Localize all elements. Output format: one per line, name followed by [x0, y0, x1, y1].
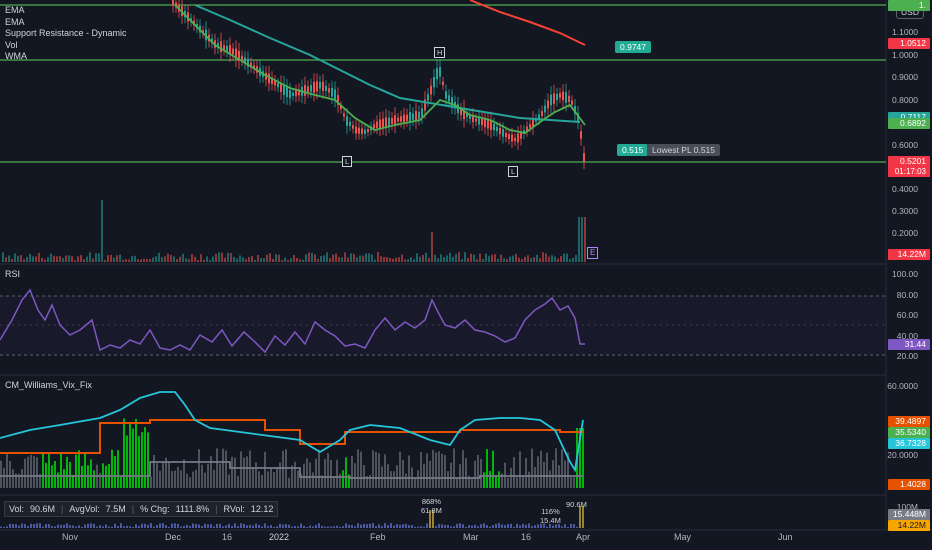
- last-price-tag: 0.5201: [888, 156, 930, 167]
- price-tag-ema-red: 1.0512: [888, 38, 930, 49]
- price-tick: 0.4000: [892, 184, 918, 194]
- price-tick: 0.8000: [892, 95, 918, 105]
- vol-value: 90.6M: [30, 504, 56, 514]
- volume-tag-last: 14.22M: [888, 520, 930, 531]
- vix-gray-line: [0, 461, 583, 479]
- legend-vol[interactable]: Vol: [5, 39, 18, 50]
- volume-tick: 100M: [896, 502, 918, 512]
- price-tick: 0.2000: [892, 228, 918, 238]
- x-tick: 16: [521, 532, 532, 542]
- vix-tag-low: 1.4028: [888, 479, 930, 490]
- rsi-tick: 100.00: [892, 269, 918, 279]
- rvol-value: 12.12: [250, 504, 274, 514]
- x-tick: May: [674, 532, 692, 542]
- legend-support-resistance[interactable]: Support Resistance - Dynamic: [5, 28, 127, 38]
- pivot-low-marker[interactable]: L: [508, 166, 519, 177]
- volume-annotation: 116% 15.4M: [540, 507, 561, 525]
- rsi-tick: 80.00: [896, 290, 918, 300]
- rsi-line: [0, 288, 585, 354]
- vix-teal-line: [0, 391, 584, 473]
- volume-tag: 14.22M: [888, 249, 930, 260]
- vix-tick: 60.0000: [887, 381, 918, 391]
- bar-countdown: 01:17:03: [888, 167, 930, 177]
- legend-ema-2[interactable]: EMA: [5, 16, 25, 27]
- vix-histogram: [0, 418, 584, 488]
- volume-tag-avg: 15.448M: [888, 509, 930, 520]
- x-tick: Feb: [370, 532, 386, 542]
- avgvol-label: AvgVol:: [69, 504, 100, 514]
- rsi-value-tag: 31.44: [888, 339, 930, 350]
- vix-title[interactable]: CM_Williams_Vix_Fix: [5, 380, 92, 390]
- price-tick: 0.3000: [892, 206, 918, 216]
- price-tick: 1.1000: [892, 27, 918, 37]
- x-tick: Nov: [62, 532, 79, 542]
- ema-red-line: [469, 0, 586, 46]
- vix-tag-orange: 39.4897: [888, 416, 930, 427]
- pivot-high-marker[interactable]: H: [434, 47, 446, 58]
- volume-annotation: 868% 61.8M: [421, 497, 442, 515]
- rsi-tick: 40.00: [896, 331, 918, 341]
- rsi-tick: 60.00: [896, 310, 918, 320]
- legend-wma[interactable]: WMA: [5, 51, 27, 61]
- vol-label: Vol:: [9, 504, 25, 514]
- x-tick: Apr: [576, 532, 591, 542]
- price-tick: 1.0000: [892, 50, 918, 60]
- support-callout[interactable]: 0.515: [617, 144, 649, 156]
- price-tag-green: 0.6892: [888, 118, 930, 129]
- avgvol-value: 7.5M: [105, 504, 126, 514]
- ema-teal-line: [194, 4, 581, 123]
- price-tick: 0.9000: [892, 72, 918, 82]
- chg-label: % Chg:: [140, 504, 170, 514]
- candlestick-series: [172, 0, 585, 170]
- x-tick: 2022: [269, 532, 290, 542]
- rsi-tick: 20.00: [896, 351, 918, 361]
- x-tick: Jun: [778, 532, 793, 542]
- price-tag-top: 1.: [888, 0, 930, 11]
- volume-series: [2, 200, 586, 262]
- wma-green-line: [174, 4, 586, 134]
- volume-stats-bar: Vol: 90.6M | AvgVol: 7.5M | % Chg: 1111.…: [4, 501, 279, 517]
- lowest-pl-callout[interactable]: Lowest PL 0.515: [647, 144, 721, 156]
- chg-value: 1111.8%: [175, 504, 210, 514]
- rsi-title[interactable]: RSI: [5, 269, 21, 279]
- vix-tag-green: 35.5340: [888, 427, 930, 438]
- vix-orange-line: [0, 419, 583, 454]
- rvol-label: RVol:: [223, 504, 245, 514]
- x-tick: Mar: [463, 532, 479, 542]
- x-tick: Dec: [165, 532, 182, 542]
- pivot-low-marker[interactable]: L: [342, 156, 353, 167]
- price-tag-teal: 0.7117: [888, 112, 930, 123]
- volume-annotation: 90.6M: [566, 500, 587, 509]
- price-tick: 0.6000: [892, 140, 918, 150]
- vix-tag-teal: 36.7328: [888, 438, 930, 449]
- earnings-event-marker[interactable]: E: [587, 247, 599, 259]
- vix-tick: 20.0000: [887, 450, 918, 460]
- indicator-legend: EMA EMA Support Resistance - Dynamic Vol…: [5, 5, 127, 63]
- resistance-callout[interactable]: 0.9747: [615, 41, 651, 53]
- legend-ema-1[interactable]: EMA: [5, 5, 25, 15]
- x-tick: 16: [222, 532, 233, 542]
- volume-pane-bars: [0, 506, 584, 528]
